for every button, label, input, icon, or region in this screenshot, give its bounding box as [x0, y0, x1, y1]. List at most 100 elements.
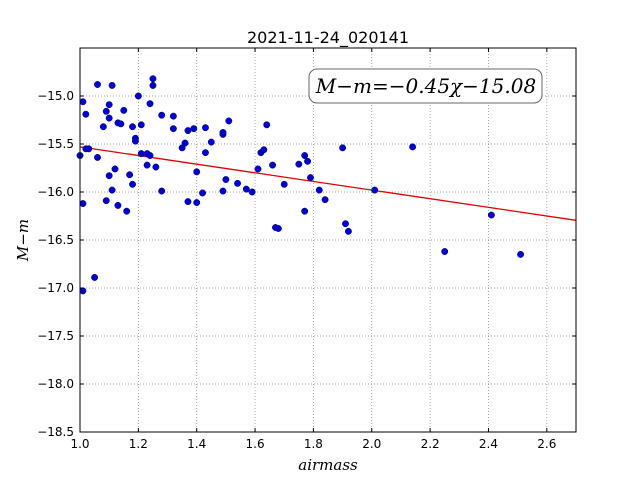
data-point: [111, 165, 119, 173]
fit-line-group: [79, 146, 577, 221]
data-point: [137, 121, 145, 129]
data-point: [269, 161, 277, 169]
x-tick-label: 1.4: [187, 437, 206, 451]
data-point: [85, 145, 93, 153]
data-point: [105, 172, 113, 180]
data-point: [129, 180, 136, 188]
data-point: [120, 106, 128, 114]
data-point: [158, 111, 166, 119]
data-point: [280, 180, 288, 188]
data-point: [248, 188, 256, 196]
data-point: [158, 187, 166, 195]
data-point: [134, 92, 142, 100]
data-point: [202, 149, 209, 157]
data-point: [193, 168, 201, 176]
data-point: [301, 207, 309, 215]
x-tick-label: 1.6: [246, 437, 265, 451]
x-tick-label: 1.0: [70, 437, 89, 451]
data-point: [260, 146, 268, 154]
data-point: [234, 179, 242, 187]
data-point: [274, 225, 282, 232]
data-point: [222, 176, 230, 183]
data-point: [193, 199, 201, 207]
data-point: [301, 152, 309, 159]
y-axis-ticks: −15.0 −15.5 −16.0 −16.5 −17.0 −17.5 −18.0 −18.5: [37, 89, 576, 439]
data-point: [307, 174, 314, 182]
data-point: [126, 171, 134, 179]
y-tick-label: −15.0: [37, 89, 74, 103]
data-point: [207, 138, 215, 146]
data-point: [487, 211, 495, 219]
data-point: [242, 185, 250, 193]
x-tick-label: 2.0: [362, 437, 381, 451]
data-point: [315, 186, 323, 194]
data-point: [184, 198, 192, 206]
data-point: [117, 120, 125, 128]
data-point: [342, 220, 349, 228]
data-point: [219, 129, 227, 136]
data-point: [339, 144, 347, 152]
plot-area: [80, 48, 576, 432]
data-point: [181, 139, 189, 147]
fit-equation-text: M−m=−0.45χ−15.08: [315, 74, 536, 98]
data-point: [79, 287, 87, 295]
y-tick-label: −18.5: [37, 425, 74, 439]
x-tick-label: 1.8: [304, 437, 323, 451]
y-tick-label: −15.5: [37, 137, 74, 151]
data-point: [105, 114, 113, 122]
data-point: [143, 161, 151, 169]
data-point: [129, 123, 136, 131]
data-point: [152, 163, 160, 171]
fit-equation-box: M−m=−0.45χ−15.08: [308, 68, 543, 104]
data-point: [123, 207, 131, 215]
data-point: [108, 81, 116, 89]
y-tick-label: −17.5: [37, 329, 74, 343]
x-tick-label: 2.6: [537, 437, 556, 451]
data-point: [149, 81, 157, 89]
data-point: [202, 124, 209, 132]
x-tick-label: 2.2: [421, 437, 440, 451]
x-tick-label: 2.4: [479, 437, 498, 451]
annotation-frame: [308, 68, 543, 104]
y-tick-label: −18.0: [37, 377, 74, 391]
y-tick-label: −16.0: [37, 185, 74, 199]
data-point: [137, 150, 145, 158]
data-point: [99, 123, 107, 131]
data-point: [149, 75, 157, 83]
x-axis-ticks: 1.0 1.2 1.4 1.6 1.8 2.0 2.2 2.4 2.6: [70, 48, 556, 451]
data-point: [219, 187, 227, 195]
grid-lines: [80, 48, 576, 432]
data-point: [254, 165, 262, 173]
data-point: [409, 143, 417, 151]
y-axis-label: M−m: [14, 219, 32, 262]
fit-line: [79, 146, 577, 221]
data-point: [102, 107, 110, 115]
data-point: [82, 110, 90, 118]
y-tick-label: −16.5: [37, 233, 74, 247]
data-point: [105, 101, 113, 109]
data-point: [199, 189, 206, 197]
data-point: [146, 100, 154, 108]
data-point: [184, 127, 192, 135]
data-point: [146, 152, 154, 159]
data-point: [131, 137, 139, 145]
data-point: [304, 157, 312, 165]
data-point: [371, 186, 379, 194]
data-point: [441, 248, 449, 255]
data-point: [169, 125, 177, 133]
x-tick-label: 1.2: [129, 437, 148, 451]
data-point: [102, 197, 110, 205]
data-point: [169, 112, 177, 120]
data-point: [344, 227, 352, 235]
data-point: [263, 121, 271, 129]
data-point: [517, 250, 525, 258]
data-point: [225, 117, 233, 125]
y-tick-label: −17.0: [37, 281, 74, 295]
x-axis-label: airmass: [298, 456, 358, 474]
data-point: [94, 81, 101, 88]
data-points: [76, 75, 525, 295]
data-point: [91, 273, 99, 281]
data-point: [190, 125, 198, 133]
chart-title: 2021-11-24_020141: [247, 28, 409, 48]
